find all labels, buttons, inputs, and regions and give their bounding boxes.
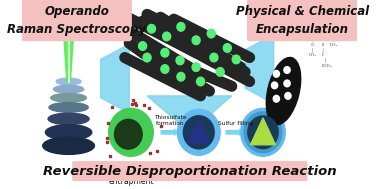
Circle shape: [248, 116, 278, 149]
Circle shape: [177, 72, 185, 81]
Ellipse shape: [51, 94, 86, 102]
Polygon shape: [147, 96, 232, 132]
Circle shape: [176, 56, 184, 65]
Ellipse shape: [266, 57, 301, 125]
Circle shape: [147, 24, 156, 33]
Circle shape: [197, 77, 205, 86]
Circle shape: [183, 116, 214, 149]
Circle shape: [244, 112, 282, 153]
Circle shape: [139, 42, 147, 50]
Polygon shape: [101, 44, 129, 113]
Circle shape: [163, 32, 171, 41]
Circle shape: [273, 95, 279, 102]
FancyBboxPatch shape: [21, 0, 132, 41]
Circle shape: [161, 48, 169, 57]
Polygon shape: [188, 120, 209, 143]
Circle shape: [241, 108, 285, 156]
Text: Polysulfide
entrapment: Polysulfide entrapment: [108, 166, 154, 186]
Circle shape: [284, 67, 290, 73]
Circle shape: [285, 93, 291, 99]
Circle shape: [177, 22, 185, 31]
Circle shape: [109, 108, 153, 156]
Ellipse shape: [53, 85, 84, 93]
Circle shape: [161, 65, 169, 73]
Circle shape: [210, 53, 218, 62]
Circle shape: [192, 36, 200, 45]
Circle shape: [232, 55, 240, 64]
Text: Reversible Disproportionation Reaction: Reversible Disproportionation Reaction: [43, 165, 337, 178]
FancyBboxPatch shape: [247, 0, 358, 41]
Text: Physical & Chemical
Encapsulation: Physical & Chemical Encapsulation: [236, 5, 369, 36]
Polygon shape: [250, 118, 276, 145]
Circle shape: [177, 109, 220, 155]
Text: Operando
Raman Spectroscopy: Operando Raman Spectroscopy: [7, 5, 146, 36]
FancyArrow shape: [226, 129, 245, 136]
Ellipse shape: [43, 137, 94, 154]
Circle shape: [207, 29, 215, 38]
Circle shape: [143, 53, 151, 62]
Circle shape: [115, 119, 142, 149]
Ellipse shape: [48, 113, 89, 125]
FancyBboxPatch shape: [72, 161, 308, 181]
Circle shape: [284, 80, 290, 87]
Text: Thiosulfate
formation: Thiosulfate formation: [154, 115, 186, 126]
Circle shape: [223, 44, 231, 52]
Text: Cl₃C  O  CH₃
  │   ‖   │
  C─O─C─O
  │       │
  O   O  CH₃
  │   │
 CH₃  C
    : Cl₃C O CH₃ │ ‖ │ C─O─C─O │ │ O O CH₃ │ │…: [306, 21, 337, 68]
Circle shape: [65, 25, 72, 33]
Circle shape: [216, 68, 224, 76]
Ellipse shape: [49, 103, 88, 112]
Polygon shape: [63, 29, 74, 81]
FancyArrow shape: [161, 129, 180, 136]
Ellipse shape: [45, 125, 92, 140]
Polygon shape: [245, 35, 274, 104]
Ellipse shape: [56, 78, 81, 85]
Text: Sulfur filling: Sulfur filling: [218, 121, 253, 126]
Circle shape: [271, 82, 278, 89]
Circle shape: [192, 63, 200, 71]
Circle shape: [273, 70, 279, 77]
